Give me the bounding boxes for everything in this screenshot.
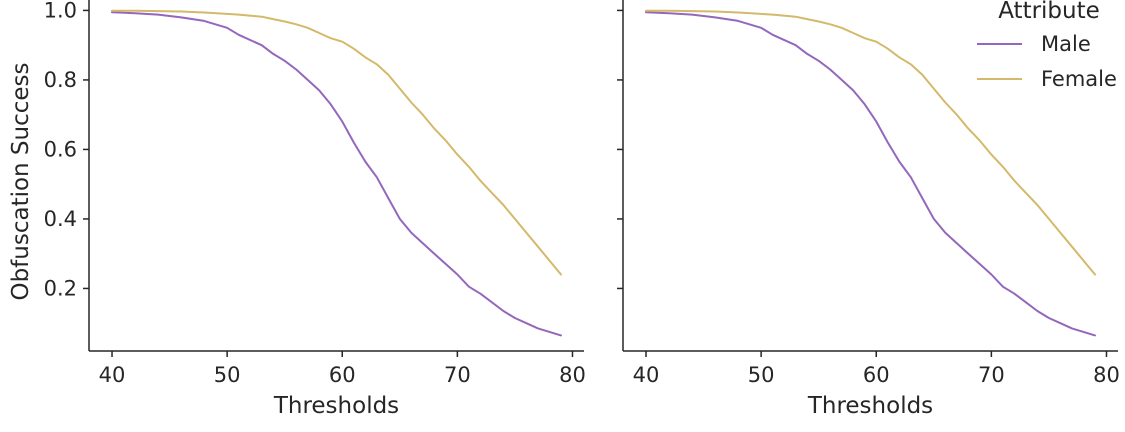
y-tick-label: 0.8 [44,68,77,92]
x-axis-title: Thresholds [807,393,933,419]
x-tick-label: 40 [633,363,660,387]
series-line-female [111,9,562,276]
x-tick-label: 80 [1093,363,1120,387]
y-tick-label: 1.0 [44,0,77,22]
x-tick-label: 60 [863,363,890,387]
y-tick-label: 0.6 [44,137,77,161]
x-tick-label: 40 [99,363,126,387]
x-axis-title: Thresholds [273,393,399,419]
x-tick-label: 70 [978,363,1005,387]
series-line-female [645,9,1096,276]
legend-label-female: Female [1041,67,1117,91]
y-axis-title: Obfuscation Success [8,62,34,300]
x-tick-label: 60 [329,363,356,387]
y-tick-label: 0.2 [44,276,77,300]
legend: Attribute Male Female [977,0,1117,91]
legend-title: Attribute [998,0,1100,24]
legend-label-male: Male [1041,32,1091,56]
x-tick-label: 80 [559,363,586,387]
left-panel: 40 50 60 70 80 0.2 0.4 0.6 0.8 1.0 Thresholds Obfus… [8,0,586,419]
series-line-male [111,11,562,337]
x-tick-label: 50 [748,363,775,387]
x-tick-label: 50 [214,363,241,387]
series-line-male [645,11,1096,337]
x-tick-label: 70 [444,363,471,387]
y-tick-label: 0.4 [44,207,77,231]
right-panel: 40 50 60 70 80 Thresholds [617,0,1120,419]
